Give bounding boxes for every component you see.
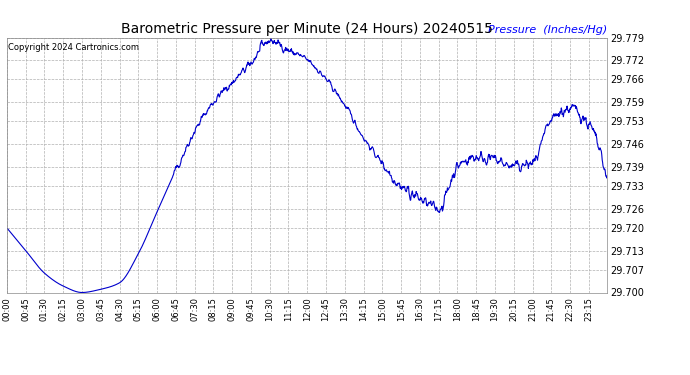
Text: Pressure  (Inches/Hg): Pressure (Inches/Hg) [488, 25, 607, 35]
Title: Barometric Pressure per Minute (24 Hours) 20240515: Barometric Pressure per Minute (24 Hours… [121, 22, 493, 36]
Text: Copyright 2024 Cartronics.com: Copyright 2024 Cartronics.com [8, 43, 139, 52]
